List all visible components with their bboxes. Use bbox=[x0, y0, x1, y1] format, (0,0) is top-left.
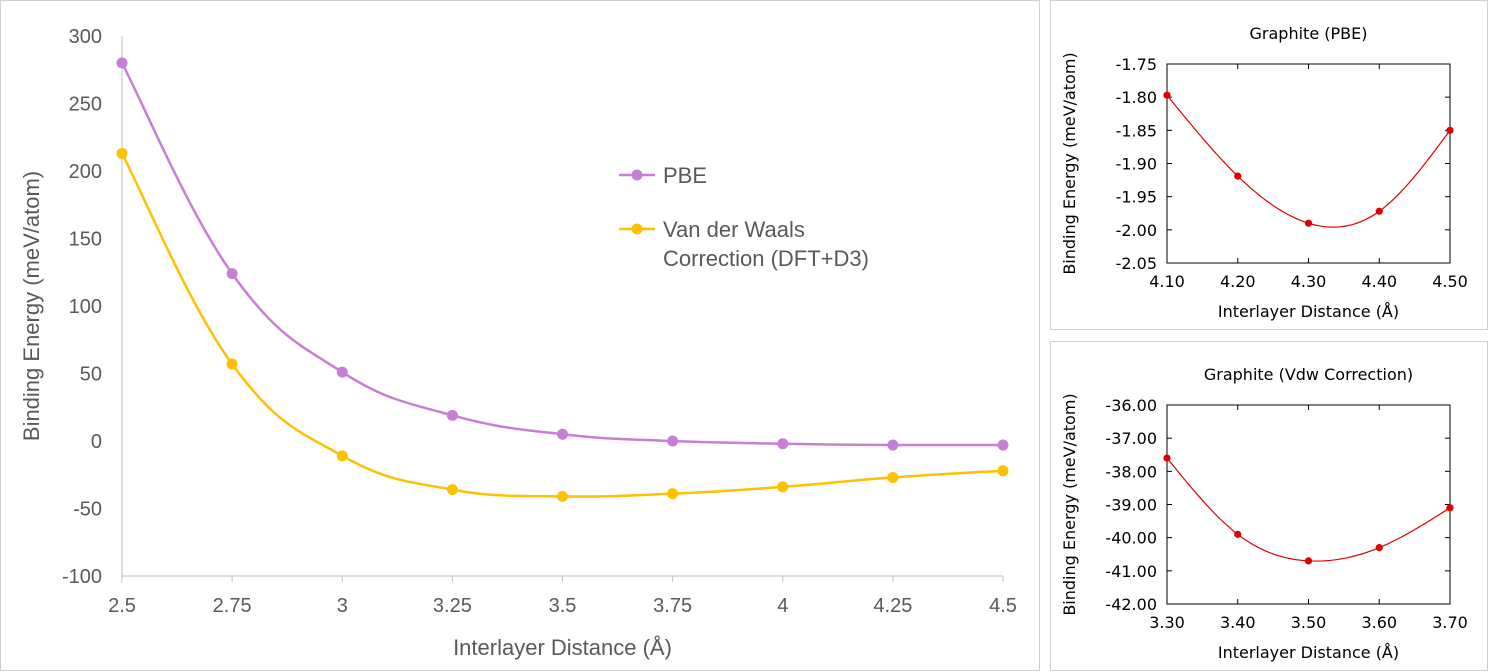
legend-marker-vdw bbox=[631, 223, 643, 235]
series-line-0 bbox=[120, 62, 1004, 447]
legend-label-vdw-line1: Van der Waals bbox=[663, 217, 805, 242]
data-point bbox=[1375, 207, 1383, 215]
data-point bbox=[226, 358, 238, 370]
data-point bbox=[557, 490, 568, 502]
y-tick-label: 300 bbox=[69, 26, 102, 48]
pbe-chart-panel: Graphite (PBE) -1.75 -1.80 -1.85 -1.90 -1.95 -… bbox=[1050, 0, 1488, 330]
x-tick-label: 3.75 bbox=[653, 595, 692, 617]
data-point bbox=[1304, 219, 1313, 227]
data-point bbox=[887, 439, 899, 451]
vdw-chart-panel: Graphite (Vdw Correction) -36.00 -37.00 -38… bbox=[1050, 341, 1488, 671]
y-tick-label: -1.75 bbox=[1116, 55, 1157, 74]
y-tick-label: -41.00 bbox=[1105, 562, 1157, 581]
y-axis-label: Binding Energy (meV/atom) bbox=[1060, 393, 1079, 615]
data-point bbox=[336, 366, 348, 378]
y-tick-label: -1.95 bbox=[1116, 188, 1157, 207]
data-point bbox=[997, 439, 1009, 451]
data-point bbox=[446, 484, 458, 496]
x-tick-label: 3.30 bbox=[1149, 613, 1185, 632]
data-point bbox=[1163, 454, 1171, 462]
y-tick-label: -2.00 bbox=[1116, 221, 1157, 240]
data-point bbox=[777, 438, 789, 450]
y-tick-label: 100 bbox=[69, 296, 102, 318]
x-tick-label: 3 bbox=[337, 595, 348, 617]
x-axis-label: Interlayer Distance (Å) bbox=[1218, 643, 1399, 662]
data-point bbox=[1304, 557, 1313, 565]
x-tick-label: 3.60 bbox=[1361, 613, 1397, 632]
main-chart-panel: 300 250 200 150 100 50 0 -50 -100 2.5 2.75 3 3.25 3.5… bbox=[0, 0, 1040, 671]
y-tick-label: -1.80 bbox=[1116, 88, 1157, 107]
data-point bbox=[336, 450, 348, 462]
pbe-chart: Graphite (PBE) -1.75 -1.80 -1.85 -1.90 -1.95 -… bbox=[1060, 24, 1468, 321]
data-point bbox=[116, 147, 128, 159]
x-tick-label: 2.75 bbox=[213, 595, 252, 617]
y-tick-label: -37.00 bbox=[1105, 429, 1157, 448]
data-point bbox=[1163, 91, 1171, 99]
chart-title: Graphite (Vdw Correction) bbox=[1204, 365, 1413, 384]
y-tick-label: -40.00 bbox=[1105, 529, 1157, 548]
x-tick-label: 3.50 bbox=[1291, 613, 1327, 632]
x-tick-label: 2.5 bbox=[108, 595, 136, 617]
y-axis-label: Binding Energy (meV/atom) bbox=[19, 171, 44, 441]
y-tick-label: -36.00 bbox=[1105, 396, 1157, 415]
y-tick-label: -39.00 bbox=[1105, 496, 1157, 515]
plot-frame bbox=[1166, 63, 1451, 264]
data-point bbox=[1446, 126, 1454, 134]
data-point bbox=[997, 465, 1009, 477]
x-axis-label: Interlayer Distance (Å) bbox=[453, 635, 672, 660]
x-tick-label: 4 bbox=[777, 595, 788, 617]
data-point bbox=[887, 471, 899, 483]
data-point bbox=[116, 57, 128, 69]
x-tick-label: 4.25 bbox=[873, 595, 912, 617]
y-tick-label: -100 bbox=[62, 566, 102, 588]
vdw-chart: Graphite (Vdw Correction) -36.00 -37.00 -38… bbox=[1060, 365, 1468, 662]
data-point bbox=[667, 435, 679, 447]
main-chart: 300 250 200 150 100 50 0 -50 -100 2.5 2.75 3 3.25 3.5… bbox=[19, 26, 1017, 660]
x-tick-label: 3.5 bbox=[549, 595, 577, 617]
data-point bbox=[226, 268, 238, 280]
data-point bbox=[667, 488, 679, 500]
data-point bbox=[446, 409, 458, 421]
fit-curve bbox=[1166, 457, 1451, 562]
x-tick-label: 3.40 bbox=[1220, 613, 1256, 632]
y-tick-label: 50 bbox=[80, 364, 102, 386]
y-tick-label: 150 bbox=[69, 229, 102, 251]
legend-marker-pbe bbox=[631, 169, 643, 181]
data-point bbox=[557, 428, 568, 440]
y-tick-label: 250 bbox=[69, 94, 102, 116]
data-point bbox=[1375, 544, 1383, 552]
x-axis-label: Interlayer Distance (Å) bbox=[1218, 302, 1399, 321]
y-tick-label: -1.90 bbox=[1116, 155, 1157, 174]
y-tick-label: -38.00 bbox=[1105, 462, 1157, 481]
chart-title: Graphite (PBE) bbox=[1250, 24, 1368, 43]
y-tick-label: -50 bbox=[73, 499, 102, 521]
y-tick-label: -42.00 bbox=[1105, 595, 1157, 614]
plot-frame bbox=[1166, 404, 1451, 605]
x-tick-label: 4.10 bbox=[1149, 272, 1185, 291]
x-tick-label: 3.25 bbox=[433, 595, 472, 617]
data-point bbox=[1234, 172, 1242, 180]
y-tick-label: -1.85 bbox=[1116, 121, 1157, 140]
x-tick-label: 4.50 bbox=[1432, 272, 1468, 291]
x-tick-label: 4.30 bbox=[1291, 272, 1327, 291]
y-axis-label: Binding Energy (meV/atom) bbox=[1060, 52, 1079, 274]
x-tick-label: 4.20 bbox=[1220, 272, 1256, 291]
y-tick-label: -2.05 bbox=[1116, 254, 1157, 273]
y-tick-label: 200 bbox=[69, 161, 102, 183]
data-point bbox=[1446, 504, 1454, 512]
y-tick-label: 0 bbox=[91, 431, 102, 453]
x-tick-label: 3.70 bbox=[1432, 613, 1468, 632]
legend-label-vdw-line2: Correction (DFT+D3) bbox=[663, 246, 869, 271]
x-tick-label: 4.40 bbox=[1361, 272, 1397, 291]
fit-curve bbox=[1166, 94, 1451, 228]
legend-label-pbe: PBE bbox=[663, 163, 707, 188]
data-point bbox=[1234, 530, 1242, 538]
x-tick-label: 4.5 bbox=[989, 595, 1017, 617]
data-point bbox=[777, 481, 789, 493]
